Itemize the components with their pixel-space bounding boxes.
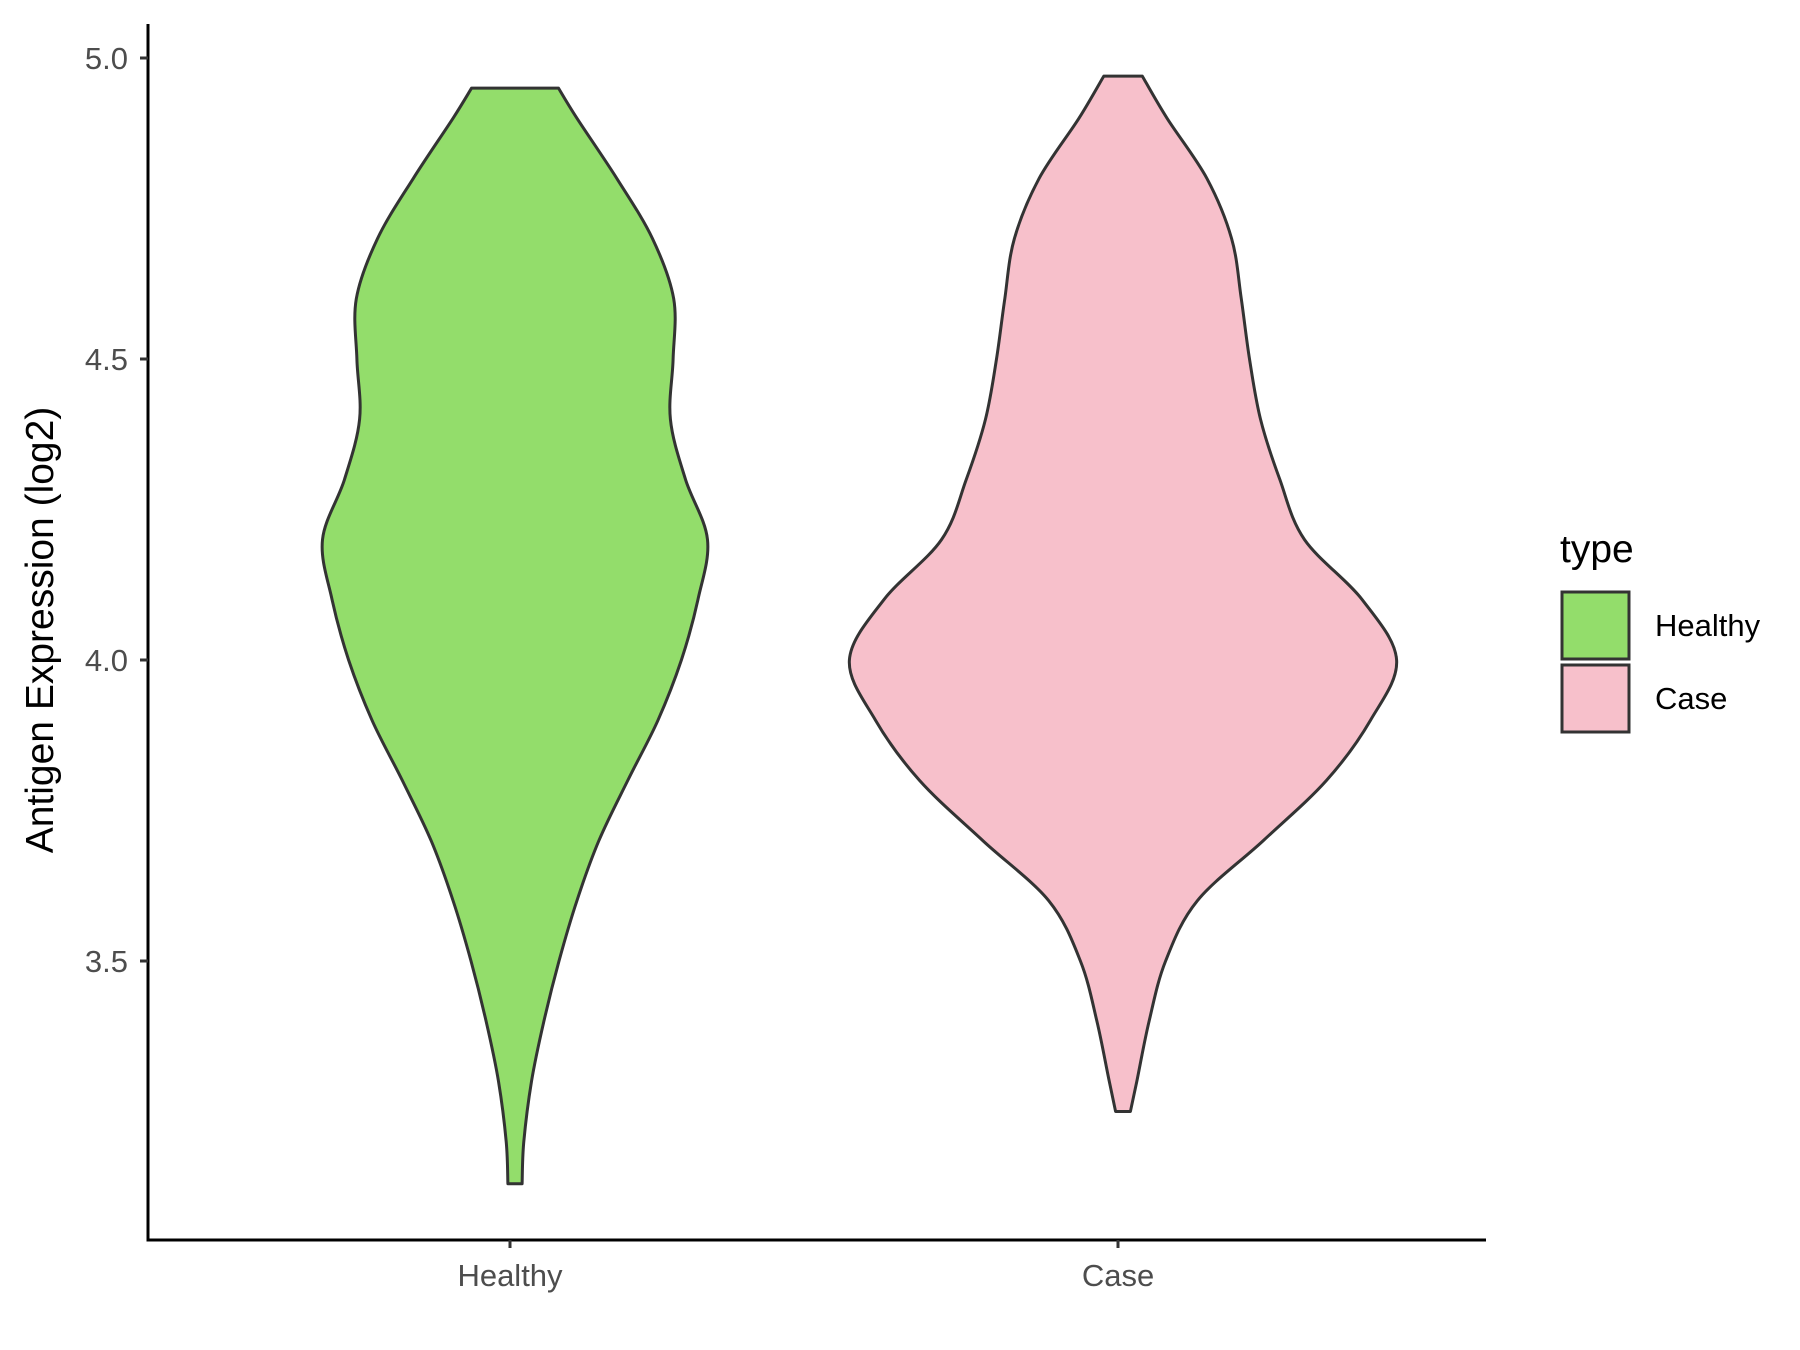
y-ticks: 3.5 4.0 4.5 5.0 — [85, 41, 148, 979]
y-tick-label: 5.0 — [85, 41, 128, 76]
axes-layer — [146, 24, 1486, 1242]
y-tick-label: 3.5 — [85, 944, 128, 979]
legend-label-healthy: Healthy — [1655, 608, 1761, 643]
x-tick-label: Healthy — [457, 1258, 563, 1293]
violin-case — [847, 74, 1399, 1113]
x-tick-label: Case — [1082, 1258, 1154, 1293]
legend-entries: Healthy Case — [1560, 590, 1761, 734]
legend-label-case: Case — [1655, 681, 1727, 716]
y-tick-label: 4.5 — [85, 342, 128, 377]
y-tick-label: 4.0 — [85, 643, 128, 678]
violins-layer — [320, 74, 1399, 1186]
y-axis-title: Antigen Expression (log2) — [19, 407, 62, 854]
legend-swatch-healthy — [1560, 590, 1631, 661]
legend-swatch-case — [1560, 663, 1631, 734]
x-ticks: Healthy Case — [457, 1240, 1154, 1293]
violin-healthy — [320, 86, 710, 1186]
legend-title: type — [1560, 528, 1634, 571]
legend: type Healthy Case — [1560, 528, 1761, 734]
